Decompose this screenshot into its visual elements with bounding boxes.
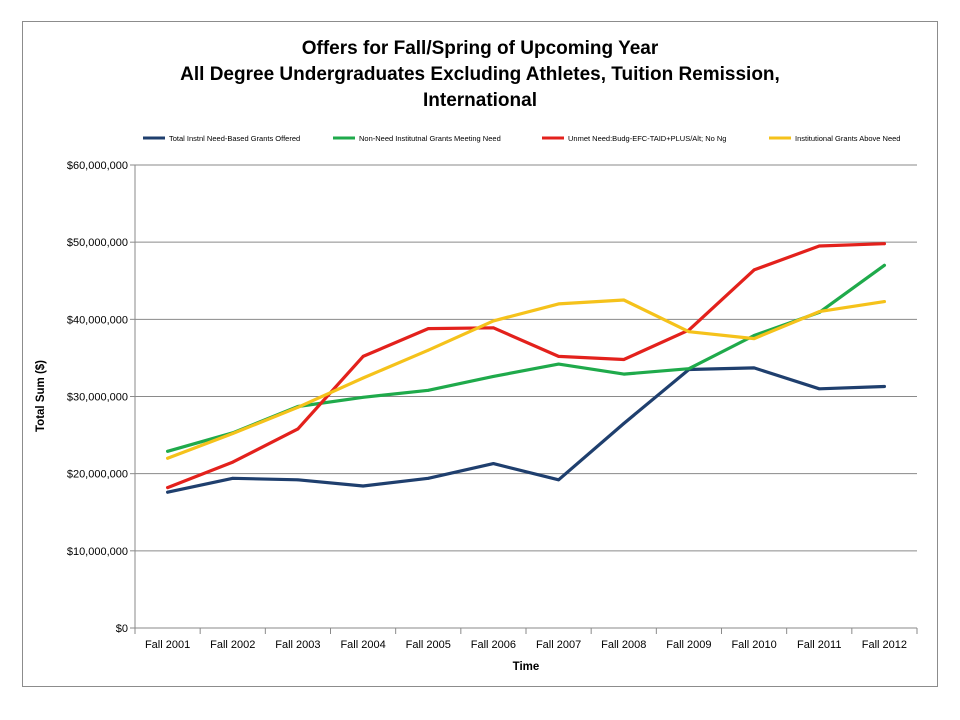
legend: Total Instnl Need-Based Grants Offered No… (143, 134, 900, 143)
series-line-3 (166, 242, 887, 490)
series-3-point (557, 354, 560, 358)
series-1-point (296, 478, 300, 482)
series-lines (166, 242, 887, 494)
series-2-point (687, 367, 691, 371)
series-1-point (426, 476, 430, 480)
series-1-point (883, 385, 886, 388)
legend-label-4: Institutional Grants Above Need (795, 134, 900, 143)
chart-title-line-3: International (423, 90, 537, 111)
y-tick-label: $50,000,000 (67, 237, 128, 249)
series-2-point (883, 263, 886, 267)
chart-title-line-1: Offers for Fall/Spring of Upcoming Year (302, 38, 659, 59)
chart-frame (22, 21, 938, 687)
series-1-point (231, 476, 235, 480)
y-tick-label: $0 (116, 623, 128, 635)
y-tick-label: $10,000,000 (67, 546, 128, 558)
series-1-point (361, 484, 365, 488)
series-3-point (622, 358, 626, 361)
series-4-point (231, 432, 235, 435)
series-line-1 (166, 366, 887, 494)
x-tick-label: Fall 2002 (210, 639, 255, 651)
series-1-point (492, 462, 495, 466)
x-tick-label: Fall 2004 (340, 639, 385, 651)
series-2-point (426, 388, 430, 392)
x-tick-label: Fall 2001 (145, 639, 190, 651)
chart-title-line-2: All Degree Undergraduates Excluding Athl… (180, 64, 780, 85)
gridlines (135, 164, 917, 552)
series-4-point (622, 298, 626, 302)
x-tick-label: Fall 2010 (731, 639, 776, 651)
series-2-point (752, 334, 756, 337)
y-axis-ticks: $0 $10,000,000 $20,000,000 $30,000,000 $40,0… (67, 160, 135, 635)
y-tick-label: $60,000,000 (67, 160, 128, 172)
series-3-point (492, 326, 495, 330)
x-axis-ticks: Fall 2001 Fall 2002 Fall 2003 Fall 2004 Fall… (134, 628, 918, 651)
series-1-point (752, 366, 756, 370)
legend-label-1: Total Instnl Need-Based Grants Offered (169, 134, 300, 143)
series-4-point (557, 302, 560, 306)
x-tick-label: Fall 2011 (797, 639, 841, 651)
x-tick-label: Fall 2008 (601, 639, 646, 651)
series-line-4 (166, 298, 887, 460)
series-1-point (557, 478, 560, 482)
series-2-point (361, 395, 365, 399)
series-3-point (426, 327, 430, 330)
chart-title: Offers for Fall/Spring of Upcoming Year … (180, 38, 780, 111)
series-3-point (752, 268, 756, 272)
y-tick-label: $30,000,000 (67, 392, 128, 404)
series-2-point (166, 449, 169, 453)
series-2-point (622, 372, 626, 376)
series-3-point (817, 244, 821, 248)
series-4-point (883, 300, 886, 303)
series-2-point (557, 362, 560, 366)
series-1-point (622, 422, 626, 425)
series-4-point (752, 337, 756, 341)
x-tick-label: Fall 2007 (536, 639, 581, 651)
legend-label-3: Unmet Need:Budg-EFC-TAID+PLUS/Alt; No Ng (568, 134, 726, 143)
x-tick-label: Fall 2012 (862, 639, 907, 651)
y-tick-label: $20,000,000 (67, 469, 128, 481)
x-tick-label: Fall 2003 (275, 639, 320, 651)
series-1-point (166, 490, 169, 494)
series-3-point (361, 354, 365, 358)
series-4-point (166, 456, 169, 460)
series-4-point (687, 330, 691, 334)
legend-label-2: Non-Need Institutnal Grants Meeting Need (359, 134, 501, 143)
x-tick-label: Fall 2009 (666, 639, 711, 651)
series-line-2 (166, 263, 887, 453)
y-tick-label: $40,000,000 (67, 314, 128, 326)
series-4-point (296, 405, 300, 409)
x-tick-label: Fall 2005 (406, 639, 451, 651)
series-4-point (361, 376, 365, 380)
series-2-point (492, 375, 495, 378)
series-1-point (817, 387, 821, 391)
series-3-point (883, 242, 886, 246)
series-4-point (817, 310, 821, 314)
x-tick-label: Fall 2006 (471, 639, 516, 651)
series-4-point (492, 319, 495, 323)
series-4-point (426, 348, 430, 352)
series-3-point (296, 427, 300, 431)
x-axis-title: Time (513, 661, 540, 673)
series-3-point (166, 486, 169, 489)
series-3-point (231, 460, 235, 464)
y-axis-title: Total Sum ($) (35, 360, 47, 432)
